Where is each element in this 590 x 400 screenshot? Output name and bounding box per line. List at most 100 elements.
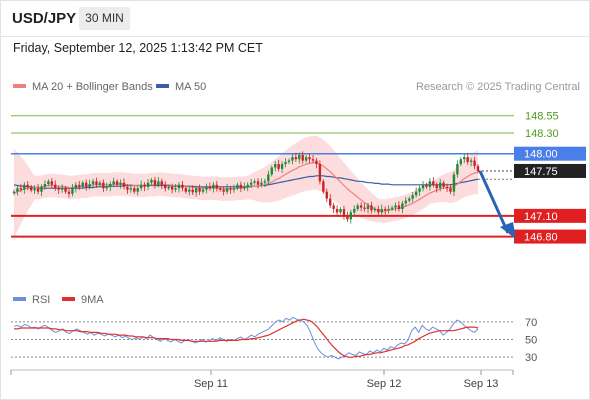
candle-body <box>463 157 466 160</box>
candle-body <box>191 189 194 193</box>
candle-body <box>253 181 256 183</box>
candle-body <box>353 208 356 213</box>
candle-body <box>50 181 54 185</box>
ma9-legend-label: 9MA <box>81 294 104 306</box>
candle-body <box>339 208 342 213</box>
resistance-level-label: 148.55 <box>525 111 559 123</box>
candle-body <box>91 181 95 185</box>
candle-body <box>325 191 328 199</box>
candle-body <box>122 182 126 187</box>
ma20-legend-swatch <box>13 84 26 88</box>
candle-body <box>380 208 383 213</box>
candle-body <box>84 182 88 187</box>
candle-body <box>308 157 311 160</box>
candle-body <box>157 181 160 185</box>
candle-body <box>71 188 74 194</box>
candle-body <box>12 191 16 194</box>
candle-body <box>239 184 243 189</box>
timestamp: Friday, September 12, 2025 1:13:42 PM CE… <box>13 41 263 55</box>
candle-body <box>181 184 184 189</box>
ma50-legend-label: MA 50 <box>175 81 206 93</box>
candle-body <box>397 205 401 209</box>
candle-body <box>215 184 218 189</box>
candle-body <box>298 155 301 160</box>
candle-body <box>57 188 60 190</box>
candle-body <box>229 188 232 190</box>
candle-body <box>315 160 318 165</box>
rsi-tick-label: 30 <box>525 352 537 364</box>
candle-body <box>418 188 421 192</box>
candle-body <box>318 164 322 182</box>
chart-header: USD/JPY 30 MIN <box>0 0 590 37</box>
candle-body <box>390 207 394 209</box>
candle-body <box>249 182 253 185</box>
candle-body <box>322 181 325 192</box>
candle-body <box>208 186 212 189</box>
candle-body <box>373 208 377 211</box>
candle-body <box>201 189 205 192</box>
candle-body <box>67 191 71 194</box>
candle-body <box>346 215 349 220</box>
candle-body <box>473 160 476 167</box>
candle-body <box>205 186 208 190</box>
candle-body <box>29 186 33 191</box>
candle-body <box>404 200 408 204</box>
support-level-tag <box>514 229 586 244</box>
candle-body <box>370 205 373 211</box>
candle-body <box>88 184 91 187</box>
ma20-legend-label: MA 20 + Bollinger Bands <box>32 81 153 93</box>
candle-body <box>115 181 119 185</box>
candle-body <box>81 182 84 187</box>
candle-body <box>394 205 397 208</box>
candle-body <box>177 184 181 189</box>
candle-body <box>476 166 480 171</box>
candle-body <box>366 205 370 209</box>
candle-body <box>359 205 363 208</box>
candle-body <box>146 182 150 187</box>
candle-body <box>109 184 112 187</box>
timeframe-badge[interactable]: 30 MIN <box>79 7 130 30</box>
candle-body <box>411 195 414 199</box>
main-plot: 148.55 148.30 148.00 147.75 147.10 146.80 <box>11 111 586 244</box>
candle-body <box>284 161 287 165</box>
candle-body <box>246 184 249 187</box>
candle-body <box>129 188 133 190</box>
candle-body <box>401 203 404 209</box>
candle-body <box>267 174 270 182</box>
candle-body <box>377 208 380 213</box>
candle-body <box>442 182 445 187</box>
candle-body <box>332 205 335 209</box>
candle-body <box>194 188 198 193</box>
candle-body <box>456 164 459 175</box>
credit-label: Research © 2025 Trading Central <box>416 81 580 93</box>
candle-body <box>432 181 435 185</box>
rsi-tick-label: 70 <box>525 317 537 329</box>
candle-body <box>232 188 236 190</box>
rsi-legend-swatch <box>13 297 26 301</box>
candle-body <box>16 188 19 192</box>
x-axis-tick-label: Sep 12 <box>367 378 402 390</box>
candle-body <box>153 179 157 185</box>
candle-body <box>64 188 67 192</box>
candle-body <box>236 184 239 189</box>
candle-body <box>387 208 390 211</box>
forecast-arrow-head <box>500 222 516 239</box>
candle-body <box>126 186 129 190</box>
candle-body <box>19 188 23 190</box>
candle-body <box>311 159 315 161</box>
candle-body <box>60 188 64 190</box>
candle-body <box>342 208 346 216</box>
pivot-level-tag <box>514 146 586 161</box>
rsi-9ma-line <box>14 318 479 358</box>
resistance-level-label: 148.30 <box>525 128 559 140</box>
candle-body <box>349 212 353 220</box>
ma50-legend-swatch <box>156 84 169 88</box>
rsi-legend-label: RSI <box>32 294 50 306</box>
candle-body <box>445 186 449 189</box>
last-price-tag <box>514 163 586 178</box>
symbol-label: USD/JPY <box>12 10 77 27</box>
candle-body <box>383 208 387 211</box>
support-level-label: 147.10 <box>524 211 558 223</box>
candle-body <box>356 205 359 209</box>
candle-body <box>274 164 277 168</box>
